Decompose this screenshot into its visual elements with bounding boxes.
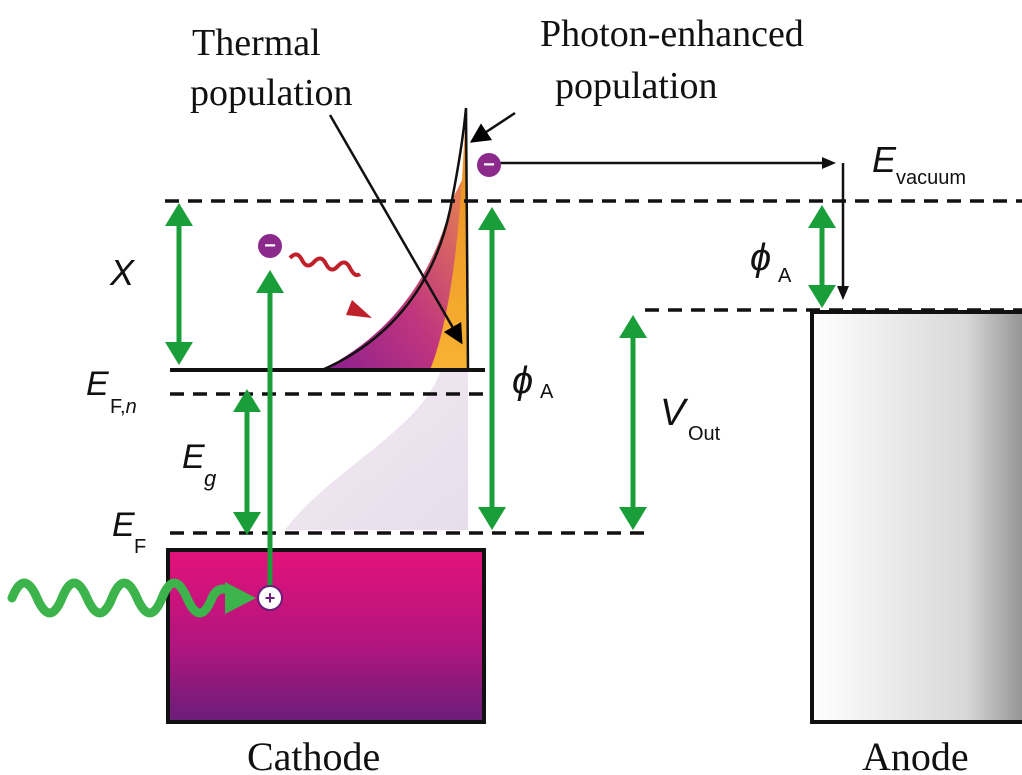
bandgap-symbol: E g <box>182 438 217 491</box>
incoming-photon-wavy-arrow <box>7 578 256 618</box>
excitation-arrow <box>256 270 284 590</box>
cathode-label: Cathode <box>247 734 380 775</box>
anode-label: Anode <box>862 734 969 775</box>
fermi-level-n-symbol: E F,n <box>86 365 137 418</box>
svg-text:Out: Out <box>688 423 721 445</box>
photon-pointer-arrow <box>469 111 516 143</box>
chi-symbol: X <box>109 252 136 293</box>
svg-text:E: E <box>86 365 109 403</box>
svg-text:+: + <box>265 588 276 608</box>
svg-text:ϕ: ϕ <box>750 237 771 279</box>
population-outline <box>321 107 470 372</box>
cathode-work-function-symbol: ϕ A <box>512 360 554 403</box>
svg-text:F: F <box>134 536 146 558</box>
svg-text:g: g <box>204 466 217 491</box>
anode-work-function-arrow <box>808 205 836 308</box>
svg-text:E: E <box>112 506 135 544</box>
fermi-level-symbol: E F <box>112 506 146 558</box>
svg-text:E: E <box>872 139 897 180</box>
anode-block <box>810 310 1022 724</box>
hole-icon: + <box>257 585 283 611</box>
emission-path-arrow <box>500 157 849 300</box>
photon-label-line2: population <box>555 65 718 107</box>
svg-text:F,n: F,n <box>110 396 137 418</box>
vacuum-level-symbol: E vacuum <box>872 139 966 189</box>
svg-text:V: V <box>660 392 689 434</box>
thermal-population-shape <box>322 180 468 370</box>
svg-text:−: − <box>264 235 276 257</box>
chi-arrow <box>165 203 193 365</box>
thermal-label-line1: Thermal <box>192 22 321 64</box>
photon-enhanced-population-shape <box>430 110 469 370</box>
thermalization-wavy-arrow <box>288 252 372 318</box>
svg-text:−: − <box>483 154 495 176</box>
output-voltage-symbol: V Out <box>660 392 721 445</box>
electron-icon-cathode: − <box>258 234 282 258</box>
svg-text:A: A <box>540 381 554 403</box>
cathode-work-function-arrow <box>478 207 506 530</box>
svg-text:A: A <box>778 265 792 287</box>
thermal-label-line2: population <box>190 72 353 114</box>
cathode-block <box>166 548 486 724</box>
svg-text:vacuum: vacuum <box>896 167 966 189</box>
output-voltage-arrow <box>619 315 647 530</box>
bandgap-arrow <box>233 389 261 535</box>
svg-text:ϕ: ϕ <box>512 360 533 402</box>
anode-work-function-symbol: ϕ A <box>750 237 792 287</box>
faint-distribution-shape <box>285 372 468 530</box>
photon-label-line1: Photon-enhanced <box>540 13 804 55</box>
thermal-pointer-arrow <box>328 114 463 345</box>
electron-icon-emitted: − <box>477 153 501 177</box>
svg-text:E: E <box>182 438 205 476</box>
